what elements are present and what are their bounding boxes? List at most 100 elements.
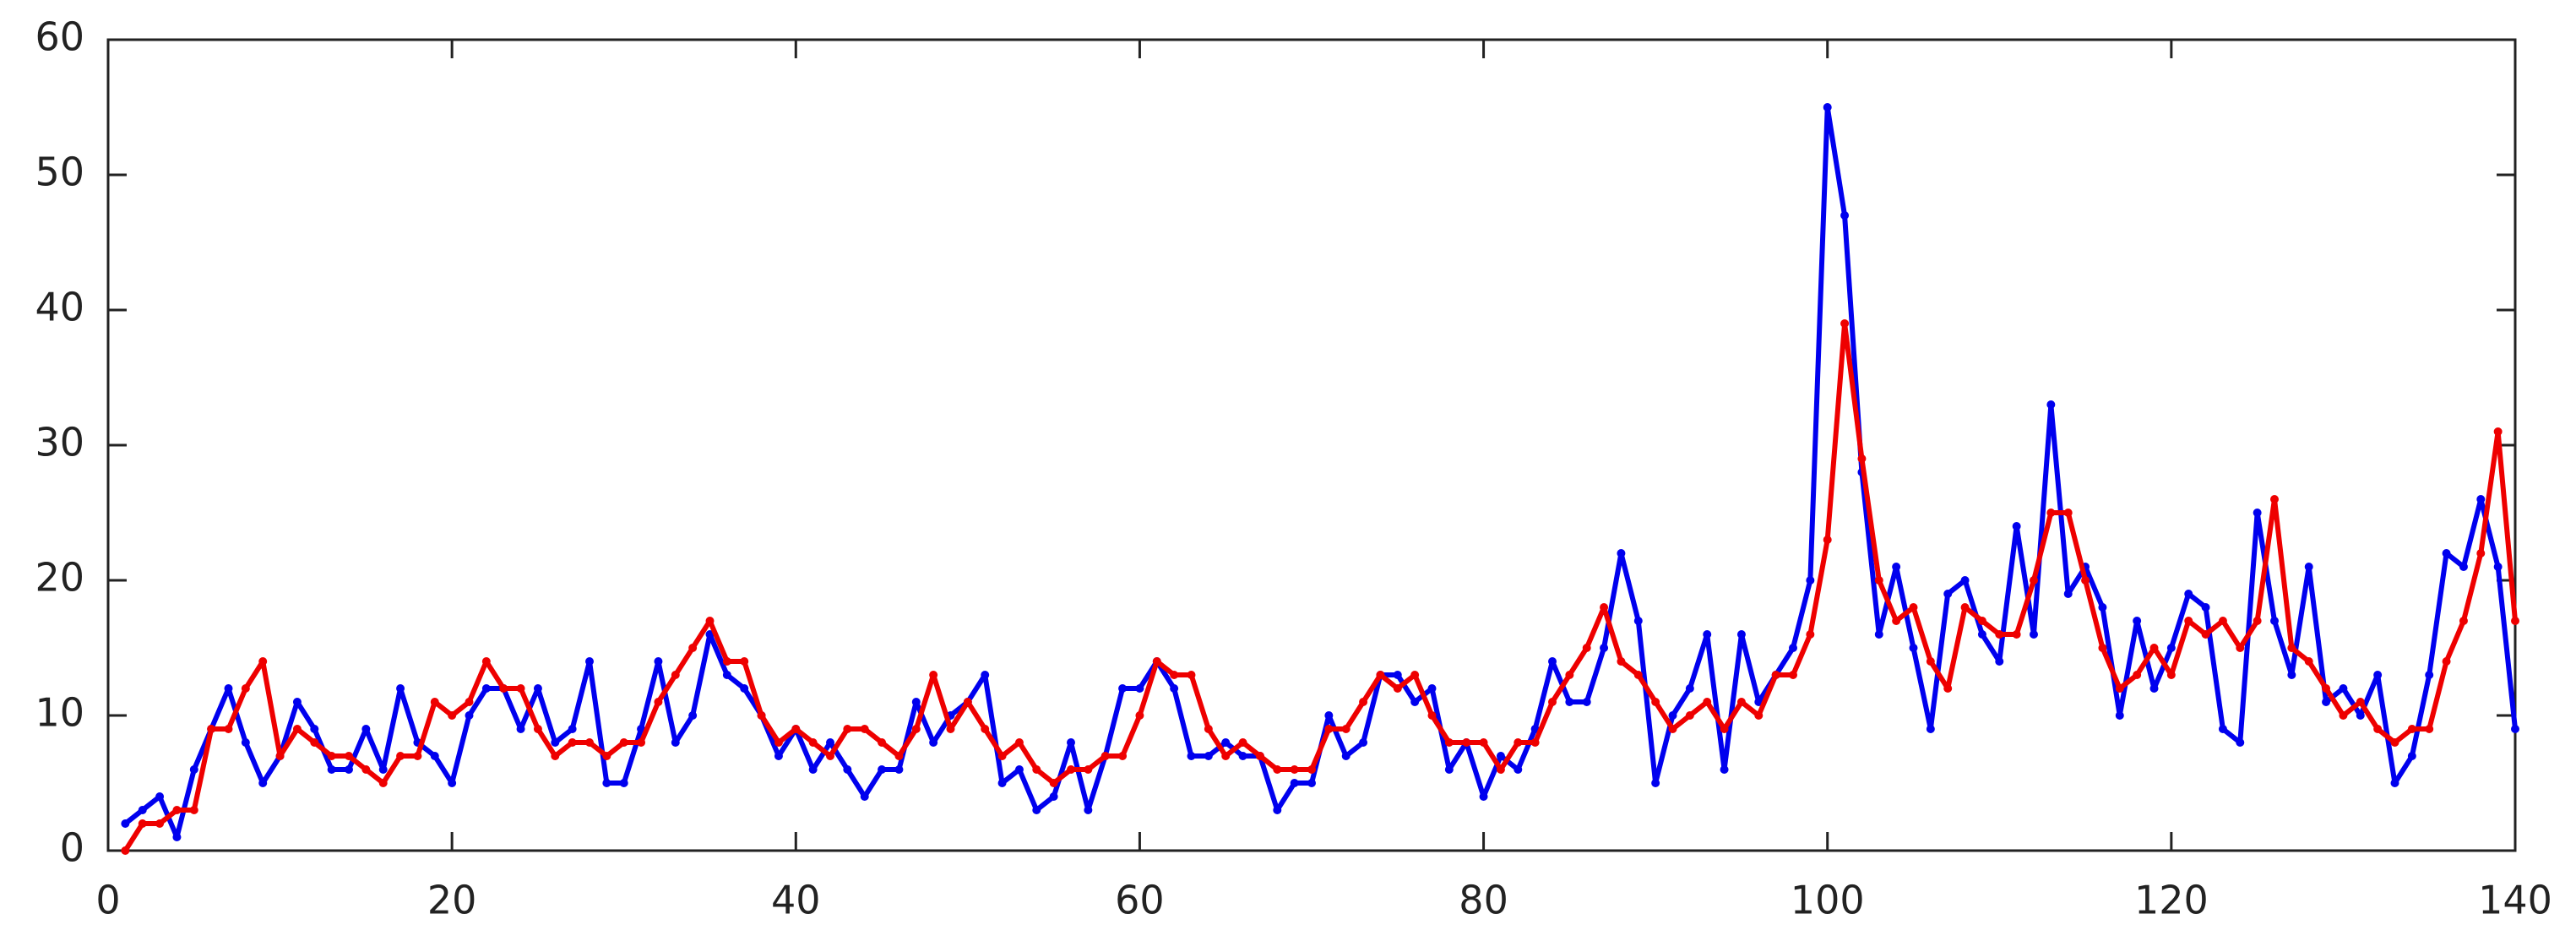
- point: [2046, 509, 2056, 517]
- point: [1960, 576, 1970, 585]
- point: [843, 725, 852, 733]
- point: [2442, 549, 2451, 558]
- x-tick-label: 40: [771, 878, 821, 923]
- point: [2166, 644, 2176, 652]
- point: [2511, 617, 2519, 625]
- point: [499, 684, 508, 693]
- point: [2476, 549, 2486, 558]
- point: [1514, 765, 1523, 774]
- y-tick-label: 40: [35, 285, 84, 330]
- point: [1582, 644, 1591, 652]
- point: [1152, 657, 1161, 666]
- point: [1977, 630, 1986, 639]
- point: [2322, 684, 2331, 693]
- point: [1290, 765, 1299, 774]
- y-tick-label: 10: [35, 690, 84, 736]
- x-tick-label: 100: [1791, 878, 1865, 923]
- point: [2304, 657, 2313, 666]
- point: [1238, 738, 1247, 747]
- point: [1857, 454, 1867, 463]
- point: [2373, 725, 2383, 733]
- point: [1668, 711, 1677, 720]
- point: [2184, 590, 2193, 598]
- point: [533, 684, 542, 693]
- point: [1273, 765, 1282, 774]
- point: [292, 725, 302, 733]
- point: [757, 711, 766, 720]
- point: [2098, 603, 2107, 612]
- point: [551, 752, 560, 760]
- x-tick-label: 0: [95, 878, 120, 923]
- point: [981, 725, 990, 733]
- point: [774, 752, 783, 760]
- point: [345, 752, 353, 760]
- point: [1840, 319, 1850, 328]
- point: [1101, 752, 1110, 760]
- point: [1703, 630, 1712, 639]
- point: [2133, 671, 2142, 679]
- point: [826, 752, 834, 760]
- point: [138, 819, 147, 828]
- point: [2287, 644, 2296, 652]
- point: [189, 806, 198, 814]
- point: [1049, 792, 1058, 801]
- point: [1014, 738, 1024, 747]
- point: [1754, 711, 1764, 720]
- point: [1720, 765, 1729, 774]
- point: [1789, 671, 1797, 679]
- point: [1685, 684, 1694, 693]
- point: [258, 779, 268, 787]
- point: [791, 725, 801, 733]
- point: [2476, 495, 2486, 503]
- point: [2201, 603, 2210, 612]
- point: [1324, 725, 1334, 733]
- point: [1341, 752, 1350, 760]
- point: [1548, 698, 1557, 706]
- point: [1600, 644, 1609, 652]
- point: [1341, 725, 1350, 733]
- point: [619, 779, 628, 787]
- point: [1084, 765, 1093, 774]
- point: [1736, 698, 1746, 706]
- point: [1926, 657, 1935, 666]
- series-line: [123, 105, 2518, 840]
- point: [1479, 738, 1488, 747]
- point: [1892, 563, 1901, 571]
- point: [2287, 671, 2296, 679]
- series-line: [122, 321, 2518, 852]
- point: [2012, 522, 2021, 530]
- point: [1943, 684, 1953, 693]
- point: [1806, 630, 1815, 639]
- point: [465, 698, 474, 706]
- point: [929, 671, 938, 679]
- point: [1238, 752, 1247, 760]
- point: [2270, 617, 2279, 625]
- point: [1187, 671, 1196, 679]
- point: [722, 657, 731, 666]
- point: [671, 671, 680, 679]
- y-tick-label: 20: [35, 555, 84, 601]
- y-tick-label: 60: [35, 14, 84, 60]
- point: [1565, 671, 1574, 679]
- point: [2166, 671, 2176, 679]
- point: [1736, 630, 1746, 639]
- point: [1118, 752, 1128, 760]
- point: [1943, 590, 1953, 598]
- point: [1685, 711, 1694, 720]
- point: [2218, 617, 2227, 625]
- point: [2081, 576, 2090, 585]
- point: [310, 738, 319, 747]
- point: [1118, 684, 1128, 693]
- point: [378, 779, 388, 787]
- point: [1617, 657, 1626, 666]
- point: [1651, 698, 1660, 706]
- point: [740, 684, 749, 693]
- point: [2390, 738, 2399, 747]
- point: [1703, 698, 1712, 706]
- point: [1359, 698, 1368, 706]
- point: [1067, 765, 1075, 774]
- point: [2201, 630, 2210, 639]
- point: [929, 738, 938, 747]
- point: [1032, 806, 1041, 814]
